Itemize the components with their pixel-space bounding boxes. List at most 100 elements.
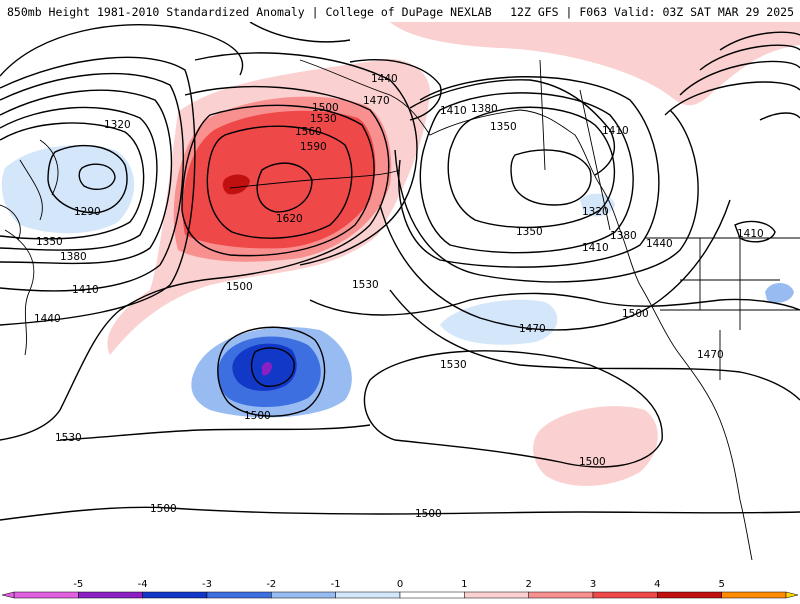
contour-label: 1350 [490,121,517,133]
contour-1530-east [389,289,800,401]
contour-1500-low-outer [217,326,326,417]
coastline-alaska [299,59,641,286]
contour-label: 1410 [582,242,609,254]
negative-anomaly-northeast-pacific [440,299,558,345]
contour-label: 1320 [104,119,131,131]
contour-label: 1410 [737,228,764,240]
anomaly-map: 1320 1290 1350 1380 1410 1440 1500 1530 … [0,22,800,571]
legend-swatch [13,591,79,599]
legend-swatch [657,591,722,599]
contour-1530-west-southern [59,424,371,441]
model-run-info: 12Z GFS | F063 Valid: 03Z SAT MAR 29 202… [510,5,794,19]
contour-label: 1350 [516,226,543,238]
contour-top-center [249,22,351,43]
legend-swatch [271,591,336,599]
contour-1530-ridge [0,85,390,441]
contour-1560 [181,104,375,257]
contour-label: 1500 [226,281,253,293]
contour-label: 1380 [60,251,87,263]
contour-label: 1410 [602,125,629,137]
contour-1440-west [0,56,196,326]
color-legend-bar: -5 -4 -3 -2 -1 0 1 2 3 4 5 [1,579,799,599]
contour-1320-west [0,122,145,240]
contour-label: 1410 [72,284,99,296]
contour-1470-trough [379,199,731,331]
state-borders [660,238,800,380]
contour-1440-gulf [349,59,442,121]
contour-label: 1530 [352,279,379,291]
legend-swatch [206,591,272,599]
map-title: 850mb Height 1981-2010 Standardized Anom… [7,5,492,19]
legend-swatch [464,591,529,599]
contour-label: 1410 [440,105,467,117]
contour-label: 1500 [244,410,271,422]
legend-tick-label: 2 [525,579,531,590]
contour-1350-west [0,106,158,251]
legend-swatch [142,591,208,599]
contour-label: 1440 [646,238,673,250]
contour-1410-alaska [409,79,615,176]
contour-top-east-low-4 [664,81,800,116]
negative-anomaly-inland [765,283,794,303]
legend-tick-label: 1 [461,579,467,590]
coastline-west-us [639,284,753,561]
legend-tick-label: -3 [202,579,212,590]
legend-tick-label: -2 [266,579,276,590]
contour-1380-low [419,92,634,254]
contour-1380-west [0,89,173,265]
legend-tick-label: 5 [718,579,724,590]
contour-label: 1500 [150,503,177,515]
positive-anomaly-pacific-core [222,174,250,195]
contour-label: 1530 [310,113,337,125]
geography-lines [0,59,800,561]
header-bar: 850mb Height 1981-2010 Standardized Anom… [0,0,800,22]
contour-1320-low [510,149,592,206]
contour-label: 1530 [55,432,82,444]
contour-label: 1290 [74,206,101,218]
legend-tick-label: 4 [654,579,660,590]
legend-swatch [78,591,143,599]
contour-1440-trough [394,109,699,283]
legend-tick-label: -5 [73,579,83,590]
legend-swatch [528,591,594,599]
contour-1350-low [447,106,616,229]
legend-tick-label: -4 [138,579,148,590]
contour-label: 1380 [471,103,498,115]
aleutian-chain [229,169,401,189]
contour-top-east-low-3 [679,60,800,96]
contour-label: 1380 [610,230,637,242]
contour-1620 [256,162,313,213]
contour-label: 1620 [276,213,303,225]
contour-label: 1500 [415,508,442,520]
contour-label: 1350 [36,236,63,248]
contour-label: 1560 [295,126,322,138]
contour-1410-inland [734,220,776,243]
contour-label: 1470 [519,323,546,335]
contour-1530-south-loop [363,350,663,468]
contour-label: 1440 [371,73,398,85]
contour-1410-west [0,72,184,292]
contour-label: 1500 [312,102,339,114]
contour-1470-low-inner [250,347,295,387]
contour-label: 1470 [363,95,390,107]
positive-anomaly-pacific-dark [182,110,376,249]
contour-1290 [78,163,116,190]
legend-arrow-left [1,591,15,599]
positive-anomaly-north-strip [390,22,800,106]
contour-1500-north [194,52,418,266]
contour-top-east-low-2 [699,44,800,71]
contour-label: 1530 [440,359,467,371]
contour-1410-trough [398,76,660,268]
legend-tick-label: 3 [590,579,596,590]
legend-tick-label: -1 [331,579,341,590]
contour-1500-south [0,506,800,521]
province-border [539,59,611,231]
contour-label: 1500 [622,308,649,320]
positive-anomaly-southeast [533,406,658,486]
legend-swatch [335,591,401,599]
contour-label: 1590 [300,141,327,153]
legend-swatch [399,591,465,599]
legend-tick-label: 0 [397,579,403,590]
height-contours [0,22,800,521]
contour-labels: 1320 1290 1350 1380 1410 1440 1500 1530 … [34,73,764,520]
